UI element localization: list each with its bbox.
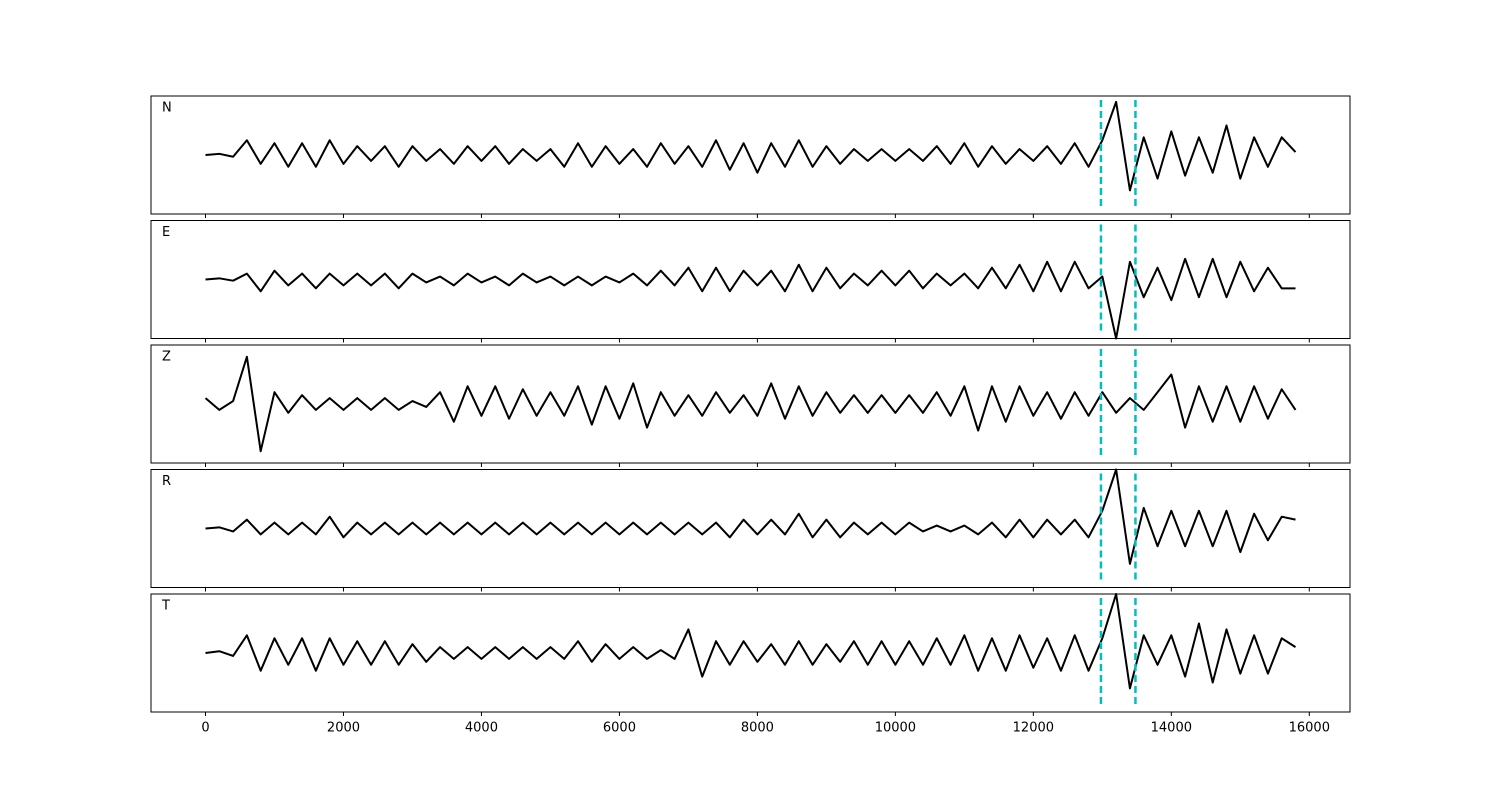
- trace: [205, 468, 1296, 565]
- panel-frame: [150, 344, 1351, 464]
- x-tick-label: 2000: [327, 721, 360, 736]
- x-tick-label: 10000: [875, 721, 916, 736]
- trace: [205, 257, 1296, 340]
- panel-frame: [150, 469, 1351, 588]
- x-tick-label: 14000: [1151, 721, 1192, 736]
- x-tick-label: 16000: [1289, 721, 1330, 736]
- trace: [205, 593, 1297, 690]
- panel-frame: [150, 220, 1351, 339]
- x-tick-label: 8000: [741, 721, 774, 736]
- panel-label: T: [161, 599, 170, 614]
- trace: [204, 355, 1297, 453]
- trace: [205, 100, 1297, 192]
- panel-label: E: [162, 225, 170, 240]
- x-tick-label: 0: [201, 721, 209, 736]
- panel-label: N: [162, 101, 172, 116]
- x-tick-label: 6000: [603, 721, 636, 736]
- x-tick-label: 12000: [1013, 721, 1054, 736]
- x-tick-label: 4000: [465, 721, 498, 736]
- panel-label: Z: [162, 350, 171, 365]
- panel-frame: [150, 593, 1351, 713]
- panel-frame: [150, 95, 1351, 215]
- panel-label: R: [162, 474, 171, 489]
